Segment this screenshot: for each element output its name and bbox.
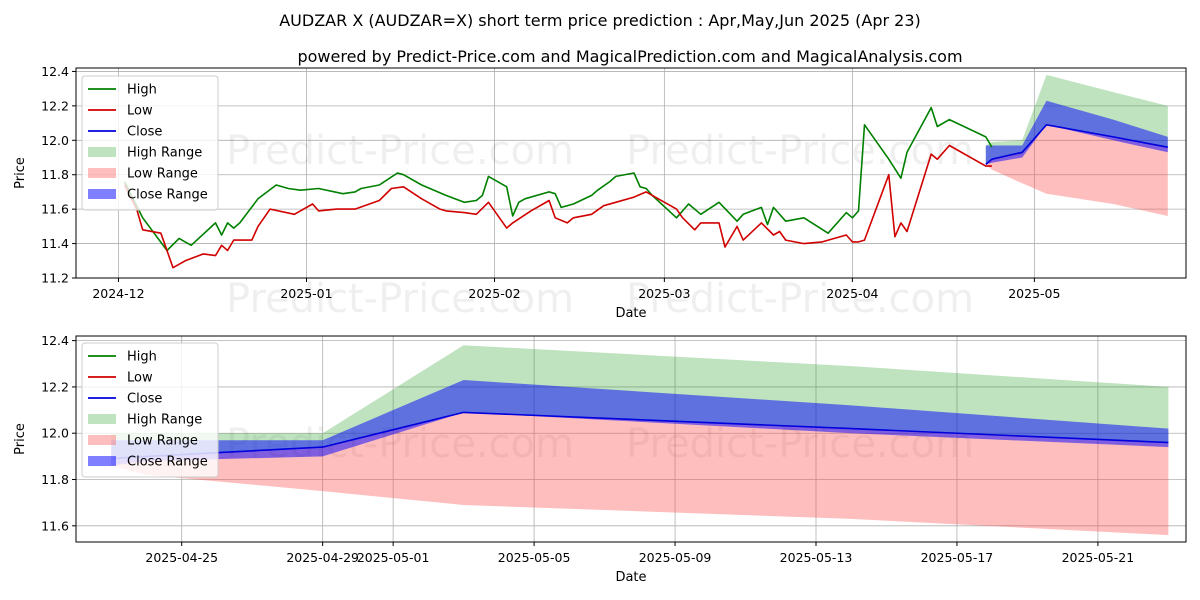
x-tick-label: 2025-04-29: [286, 550, 359, 565]
chart-title: AUDZAR X (AUDZAR=X) short term price pre…: [279, 11, 921, 30]
x-tick-label: 2025-04: [826, 286, 878, 301]
legend-label: Close Range: [127, 188, 208, 203]
x-tick-label: 2025-05-13: [780, 550, 853, 565]
x-tick-label: 2025-05-21: [1062, 550, 1135, 565]
legend-swatch-high-range: [88, 147, 116, 157]
legend-label: Close Range: [127, 455, 208, 470]
plot-area: [123, 74, 1168, 269]
chart-subtitle: powered by Predict-Price.com and Magical…: [297, 47, 962, 66]
legend: High Low Close High Range Low Range Close Ran…: [81, 75, 219, 211]
x-tick-label: 2025-02: [468, 286, 520, 301]
legend-label: Low: [127, 371, 153, 386]
watermark-text: Predict-Price.com: [626, 276, 974, 322]
legend-label: Low: [127, 104, 153, 119]
x-tick-label: 2025-01: [280, 286, 332, 301]
x-tick-label: 2025-05-01: [357, 550, 430, 565]
legend-label: Low Range: [127, 167, 198, 182]
axes-frame: [75, 335, 1187, 543]
legend-label: High: [127, 83, 157, 98]
legend-label: Close: [127, 392, 162, 407]
y-axis-label: Price: [13, 157, 28, 189]
legend-swatch-high-range: [88, 414, 116, 424]
x-axis-label: Date: [615, 306, 646, 321]
y-tick-label: 11.6: [41, 518, 69, 533]
range-band-low-range: [111, 412, 1169, 536]
series-line-close: [985, 124, 1168, 166]
watermark-text: Predict-Price.com: [226, 128, 574, 174]
legend: High Low Close High Range Low Range Close Ran…: [81, 342, 219, 478]
y-tick-label: 11.8: [41, 167, 69, 182]
x-tick-label: 2025-05: [1008, 286, 1060, 301]
y-tick-label: 11.2: [41, 271, 69, 286]
y-tick-label: 12.2: [41, 98, 69, 113]
watermark-text: Predict-Price.com: [626, 128, 974, 174]
x-axis-label: Date: [615, 570, 646, 585]
y-axis-label: Price: [13, 423, 28, 455]
bottom-chart-panel: Predict-Price.com Predict-Price.com2025-0…: [13, 333, 1187, 585]
legend-label: Low Range: [127, 434, 198, 449]
range-band-close-range: [985, 100, 1168, 165]
y-tick-label: 12.4: [41, 64, 69, 79]
y-tick-label: 12.0: [41, 133, 69, 148]
legend-label: High Range: [127, 413, 202, 428]
x-tick-label: 2025-05-09: [639, 550, 712, 565]
legend-label: High: [127, 350, 157, 365]
legend-label: High Range: [127, 146, 202, 161]
legend-label: Close: [127, 125, 162, 140]
axes-frame: [75, 67, 1187, 279]
plot-area: [111, 345, 1169, 536]
watermark-text: Predict-Price.com: [226, 276, 574, 322]
x-tick-label: 2025-05-17: [921, 550, 994, 565]
x-tick-label: 2025-05-05: [498, 550, 571, 565]
top-chart-panel: Predict-Price.com Predict-Price.com Predic…: [13, 64, 1187, 322]
series-line-high: [123, 106, 993, 252]
legend-swatch-close-range: [88, 456, 116, 466]
y-tick-label: 12.4: [41, 333, 69, 348]
y-tick-label: 11.4: [41, 236, 69, 251]
y-tick-label: 11.6: [41, 202, 69, 217]
x-tick-label: 2025-03: [638, 286, 690, 301]
x-tick-label: 2025-04-25: [145, 550, 218, 565]
legend-swatch-close-range: [88, 189, 116, 199]
series-line-low: [123, 144, 992, 269]
x-tick-label: 2024-12: [92, 286, 144, 301]
legend-swatch-low-range: [88, 168, 116, 178]
legend-swatch-low-range: [88, 435, 116, 445]
y-tick-label: 11.8: [41, 472, 69, 487]
y-tick-label: 12.2: [41, 379, 69, 394]
range-band-low-range: [985, 124, 1168, 216]
y-tick-label: 12.0: [41, 426, 69, 441]
